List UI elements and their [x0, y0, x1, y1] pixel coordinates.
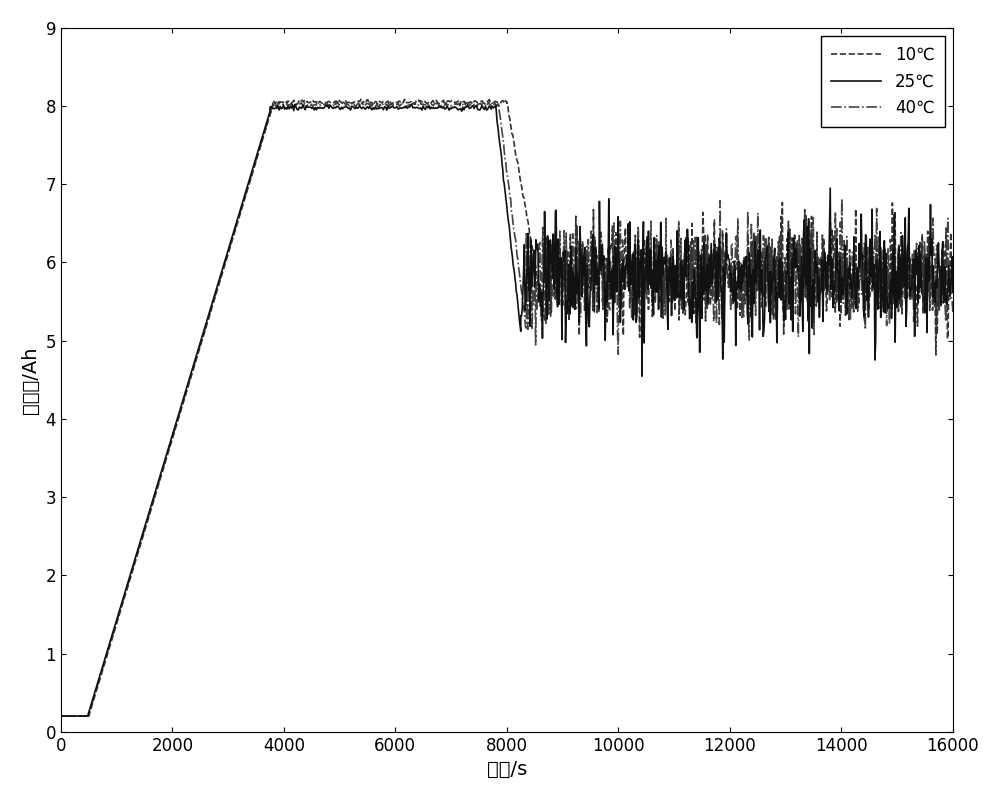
- 10℃: [408, 98, 420, 108]
- 25℃: [400, 102, 412, 111]
- 10℃: [664, 297, 676, 306]
- 25℃: [887, 246, 899, 255]
- 40℃: [661, 250, 673, 260]
- Legend: 10℃, 25℃, 40℃: 10℃, 25℃, 40℃: [821, 36, 945, 127]
- 40℃: [55, 711, 67, 721]
- X-axis label: 时间/s: 时间/s: [487, 760, 527, 779]
- 25℃: [932, 238, 944, 248]
- 25℃: [289, 99, 301, 109]
- 10℃: [947, 251, 959, 261]
- 40℃: [888, 299, 900, 309]
- 25℃: [646, 266, 658, 275]
- 40℃: [414, 96, 426, 106]
- 40℃: [198, 326, 210, 336]
- 10℃: [890, 278, 902, 288]
- Y-axis label: 电容量/Ah: 电容量/Ah: [21, 346, 40, 414]
- 25℃: [947, 287, 959, 297]
- 10℃: [55, 711, 67, 721]
- 25℃: [658, 257, 670, 266]
- 40℃: [947, 307, 959, 317]
- 25℃: [197, 329, 209, 338]
- Line: 25℃: 25℃: [61, 104, 953, 716]
- 10℃: [674, 253, 686, 262]
- 25℃: [55, 711, 67, 721]
- 10℃: [933, 305, 945, 314]
- 10℃: [355, 94, 367, 104]
- 40℃: [650, 246, 662, 256]
- Line: 10℃: 10℃: [61, 99, 953, 716]
- 40℃: [401, 101, 413, 110]
- Line: 40℃: 40℃: [61, 101, 953, 716]
- 40℃: [933, 305, 945, 314]
- 10℃: [199, 325, 211, 334]
